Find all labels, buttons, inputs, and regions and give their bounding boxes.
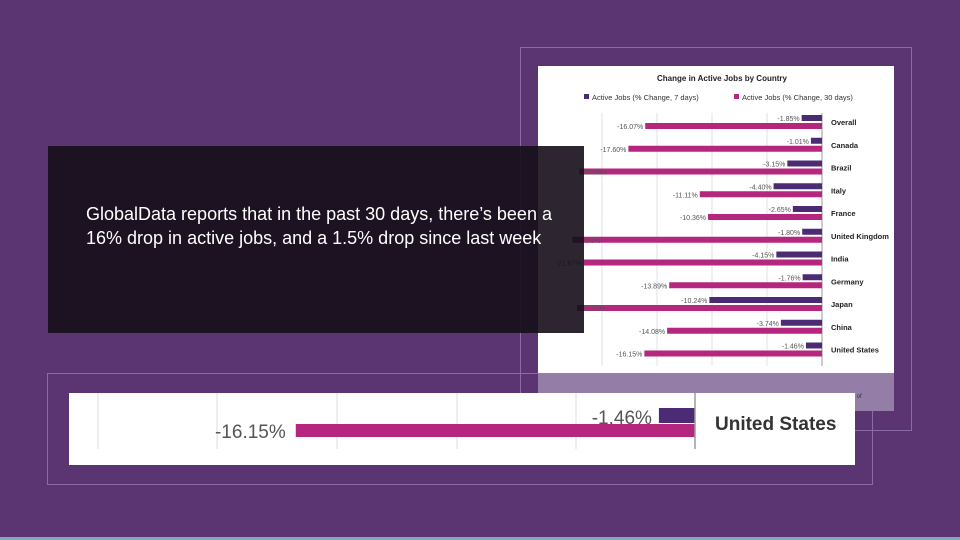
- bar-7day-china: [780, 319, 822, 326]
- bar-30day-united-states: [644, 350, 822, 357]
- zoom-data-label-30day: -16.15%: [215, 422, 286, 443]
- data-label-30day-china: -14.08%: [639, 329, 665, 336]
- bar-30day-overall: [645, 123, 822, 129]
- data-label-7day-japan: -10.24%: [681, 298, 707, 305]
- data-label-30day-germany: -13.89%: [641, 283, 667, 290]
- category-label-overall: Overall: [831, 118, 856, 127]
- data-label-7day-china: -3.74%: [757, 321, 779, 328]
- data-label-7day-united-states: -1.46%: [782, 344, 804, 351]
- bar-7day-canada: [810, 137, 822, 144]
- data-label-30day-brazil: -22.06%: [581, 170, 607, 177]
- bar-7day-italy: [773, 183, 822, 190]
- legend-label-30-day: Active Jobs (% Change, 30 days): [742, 93, 853, 102]
- category-label-germany: Germany: [831, 277, 864, 286]
- bar-7day-germany: [802, 274, 822, 281]
- bar-30day-brazil: [579, 168, 822, 175]
- data-label-30day-france: -10.36%: [680, 215, 706, 222]
- category-label-united-kingdom: United Kingdom: [831, 232, 889, 241]
- bar-7day-united-kingdom: [802, 228, 822, 235]
- bar-30day-japan: [577, 305, 822, 311]
- category-label-japan: Japan: [831, 300, 853, 309]
- legend-swatch-7-day: [584, 94, 589, 99]
- category-label-brazil: Brazil: [831, 164, 851, 173]
- zoomed-united-states-chart: -1.46% -16.15% United States: [97, 393, 836, 449]
- zoom-bar-7day-united-states: [658, 408, 695, 423]
- data-label-30day-italy: -11.11%: [673, 192, 698, 199]
- data-label-30day-united-states: -16.15%: [616, 352, 642, 359]
- data-label-7day-united-kingdom: -1.80%: [778, 230, 800, 237]
- chart-image: Change in Active Jobs by Country Active J…: [538, 66, 894, 411]
- zoom-frame-outline: [47, 373, 873, 485]
- bar-7day-brazil: [787, 160, 822, 167]
- category-label-united-states: United States: [831, 346, 879, 355]
- data-label-7day-overall: -1.85%: [777, 116, 799, 123]
- bar-7day-japan: [709, 297, 822, 303]
- zoom-bar-30day-united-states: [295, 424, 695, 437]
- active-jobs-chart: Change in Active Jobs by Country Active J…: [538, 74, 894, 411]
- data-label-7day-brazil: -3.15%: [763, 162, 785, 169]
- data-label-7day-france: -2.65%: [769, 207, 791, 214]
- zoomed-chart-image: -1.46% -16.15% United States: [69, 393, 855, 465]
- zoom-data-label-7day: -1.46%: [592, 408, 652, 429]
- bar-30day-france: [708, 214, 822, 220]
- data-label-7day-canada: -1.01%: [787, 139, 809, 146]
- zoom-category-label: United States: [715, 414, 836, 435]
- data-label-7day-germany: -1.76%: [778, 275, 800, 282]
- footer-accent-line: [0, 537, 960, 540]
- bar-30day-india: [583, 259, 822, 266]
- data-label-30day-japan: -22.27%: [579, 306, 605, 313]
- bar-7day-france: [792, 206, 822, 212]
- data-label-30day-united-kingdom: -22.70%: [574, 238, 600, 245]
- legend-swatch-30-day: [734, 94, 739, 99]
- caption-box: GlobalData reports that in the past 30 d…: [48, 146, 584, 333]
- category-label-france: France: [831, 209, 856, 218]
- chart-title: Change in Active Jobs by Country: [657, 74, 787, 83]
- bar-30day-italy: [699, 191, 822, 198]
- bar-7day-india: [776, 251, 822, 258]
- caption-text: GlobalData reports that in the past 30 d…: [86, 204, 552, 248]
- bar-30day-china: [667, 327, 822, 334]
- data-label-30day-canada: -17.60%: [600, 147, 626, 154]
- bar-7day-overall: [801, 115, 822, 121]
- bar-30day-united-kingdom: [572, 236, 822, 243]
- bar-7day-united-states: [805, 342, 822, 349]
- data-label-7day-italy: -4.40%: [749, 184, 771, 191]
- bar-30day-canada: [628, 145, 822, 152]
- data-label-7day-india: -4.15%: [752, 253, 774, 260]
- category-label-china: China: [831, 323, 853, 332]
- category-label-india: India: [831, 255, 849, 264]
- footnote-fragment: nt of: [850, 394, 862, 400]
- category-label-italy: Italy: [831, 186, 847, 195]
- data-label-30day-overall: -16.07%: [617, 124, 643, 131]
- legend-label-7-day: Active Jobs (% Change, 7 days): [592, 93, 699, 102]
- category-label-canada: Canada: [831, 141, 859, 150]
- bar-30day-germany: [669, 282, 822, 289]
